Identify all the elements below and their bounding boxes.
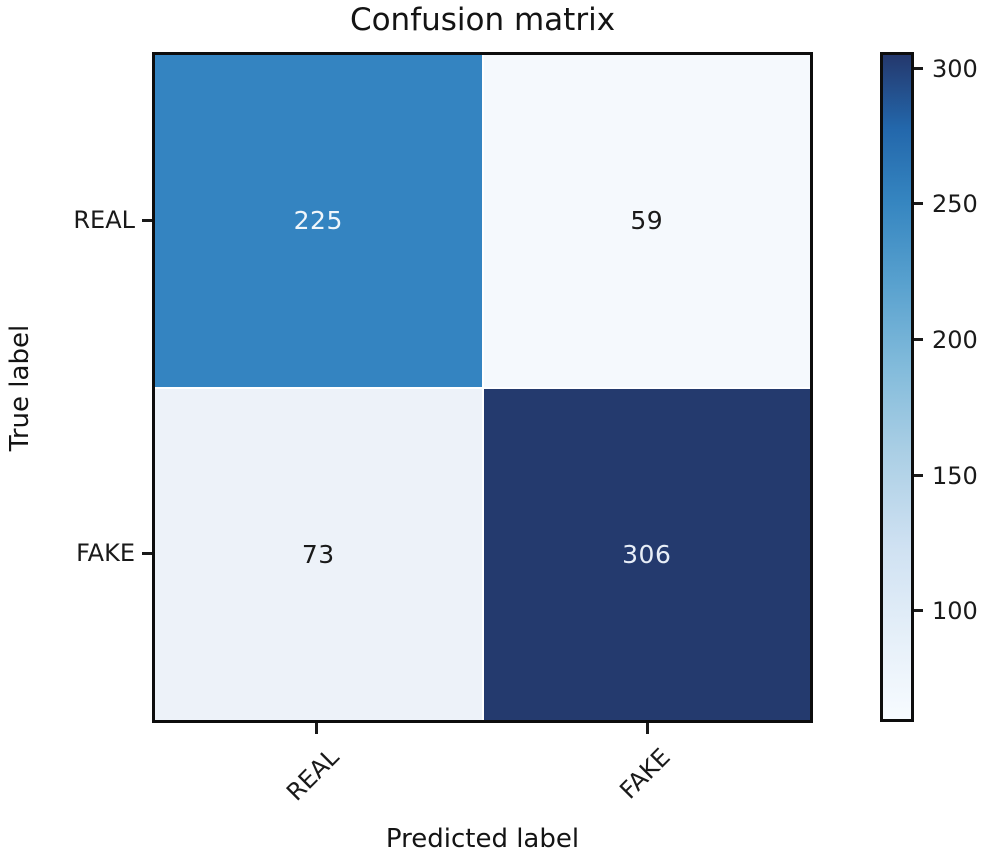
cell-true-real-pred-fake: 59 bbox=[483, 55, 810, 387]
y-tick-label-fake: FAKE bbox=[76, 539, 135, 567]
colorbar-gradient bbox=[880, 52, 914, 722]
x-tick-label-fake: FAKE bbox=[614, 743, 676, 805]
colorbar-tick-label-100: 100 bbox=[932, 597, 978, 625]
x-tick-mark bbox=[315, 723, 318, 734]
x-tick-label-real: REAL bbox=[281, 743, 345, 807]
y-tick-mark bbox=[142, 219, 152, 222]
cell-true-real-pred-real: 225 bbox=[155, 55, 482, 387]
y-tick-label-real: REAL bbox=[73, 206, 135, 234]
y-tick-mark bbox=[142, 552, 152, 555]
colorbar-tick-label-300: 300 bbox=[932, 55, 978, 83]
colorbar-tick-label-200: 200 bbox=[932, 326, 978, 354]
colorbar-tick-mark bbox=[914, 609, 923, 612]
colorbar-tick-mark bbox=[914, 67, 923, 70]
x-axis-label: Predicted label bbox=[385, 824, 580, 854]
colorbar-tick-mark bbox=[914, 202, 923, 205]
cell-true-fake-pred-real: 73 bbox=[155, 388, 482, 720]
colorbar-tick-label-150: 150 bbox=[932, 462, 978, 490]
colorbar-tick-label-250: 250 bbox=[932, 190, 978, 218]
colorbar-tick-mark bbox=[914, 338, 923, 341]
x-tick-mark bbox=[646, 723, 649, 734]
heatmap-plot-area: 225 59 73 306 bbox=[152, 52, 813, 723]
chart-title: Confusion matrix bbox=[349, 2, 616, 38]
y-axis-label: True label bbox=[5, 324, 35, 452]
cell-true-fake-pred-fake: 306 bbox=[483, 388, 810, 720]
colorbar-tick-mark bbox=[914, 474, 923, 477]
